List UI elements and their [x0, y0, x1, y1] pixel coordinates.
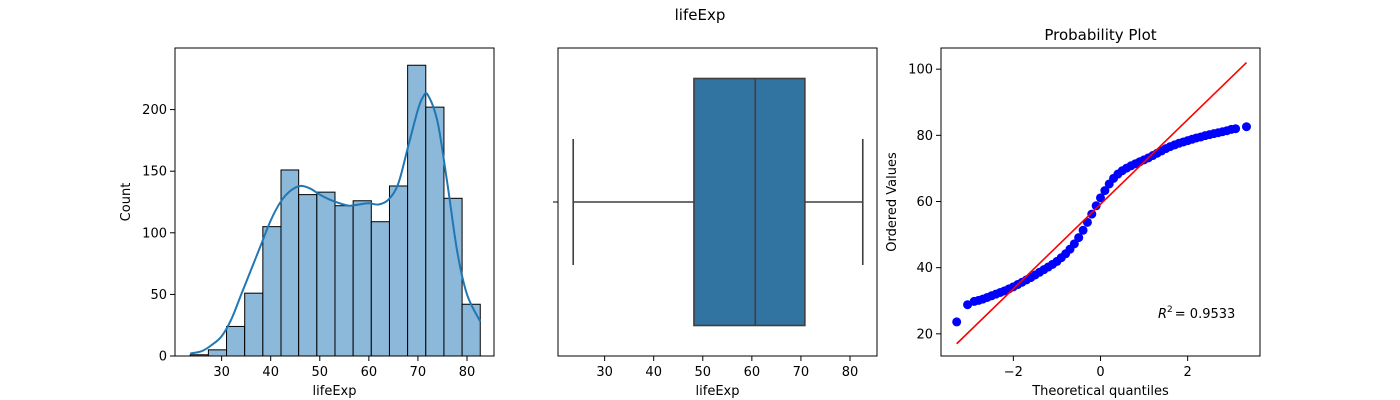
probability-y-tick-label: 40 — [916, 261, 933, 276]
boxplot-x-axis-label: lifeExp — [696, 384, 740, 399]
probability-y-tick-label: 60 — [916, 195, 933, 210]
histogram-panel: 30 40 50 60 70 80 0 50 100 150 200 lifeExp Count — [119, 47, 495, 399]
probability-plot-panel: Probability Plot −2 0 2 20 40 60 80 100 Theore… — [885, 26, 1261, 399]
probability-point — [1241, 122, 1251, 132]
boxplot-x-ticks: 30 40 50 60 70 80 — [596, 356, 858, 380]
probability-x-ticks: −2 0 2 — [1004, 356, 1192, 380]
probability-point — [1096, 193, 1105, 203]
histogram-y-axis-label: Count — [119, 183, 134, 222]
histogram-x-tick-label: 70 — [410, 365, 427, 380]
r-squared-symbol: R — [1158, 307, 1167, 322]
probability-y-tick-label: 100 — [908, 63, 933, 78]
histogram-bar — [316, 191, 336, 357]
probability-points — [952, 122, 1251, 327]
histogram-y-tick-label: 100 — [142, 226, 167, 241]
histogram-y-tick-label: 0 — [159, 350, 167, 365]
histogram-x-ticks: 30 40 50 60 70 80 — [213, 356, 475, 380]
probability-point — [1078, 225, 1088, 235]
histogram-x-tick-label: 30 — [213, 365, 230, 380]
histogram-x-tick-label: 40 — [262, 365, 279, 380]
kde-curve — [190, 92, 482, 355]
probability-x-tick-label: 2 — [1184, 365, 1192, 380]
histogram-x-axis-label: lifeExp — [313, 384, 357, 399]
histogram-bar — [461, 303, 481, 357]
histogram-bar — [262, 226, 282, 357]
histogram-y-tick-label: 200 — [142, 103, 167, 118]
histogram-y-tick-label: 50 — [150, 288, 167, 303]
probability-x-tick-label: 0 — [1096, 365, 1104, 380]
histogram-x-tick-label: 50 — [312, 365, 329, 380]
probability-point — [1074, 233, 1084, 243]
histogram-bar — [226, 325, 246, 357]
probability-point — [952, 317, 962, 327]
boxplot-x-tick-label: 80 — [842, 365, 859, 380]
boxplot-marks — [572, 77, 864, 327]
probability-y-tick-label: 20 — [916, 327, 933, 342]
histogram-bar — [298, 194, 318, 357]
probability-y-tick-label: 80 — [916, 129, 933, 144]
histogram-bar — [207, 349, 228, 357]
histogram-bar — [407, 64, 427, 357]
boxplot-x-tick-label: 30 — [596, 365, 613, 380]
histogram-y-tick-label: 150 — [142, 165, 167, 180]
probability-point — [1231, 124, 1241, 134]
probability-point — [1091, 201, 1101, 211]
histogram-x-tick-label: 80 — [459, 365, 476, 380]
probability-point — [1069, 239, 1079, 249]
boxplot-x-tick-label: 40 — [645, 365, 662, 380]
probability-point — [1100, 186, 1110, 196]
histogram-bar — [370, 221, 390, 357]
probability-y-axis-label: Ordered Values — [885, 152, 900, 252]
boxplot-panel: 30 40 50 60 70 80 lifeExp — [553, 47, 878, 399]
histogram-bars — [189, 64, 481, 357]
probability-y-ticks: 20 40 60 80 100 — [908, 63, 941, 342]
probability-x-tick-label: −2 — [1004, 365, 1023, 380]
boxplot-box — [693, 77, 806, 327]
histogram-y-ticks: 0 50 100 150 200 — [142, 103, 175, 365]
boxplot-x-tick-label: 60 — [744, 365, 761, 380]
histogram-bar — [388, 185, 409, 357]
probability-fit-line — [956, 61, 1248, 345]
histogram-x-tick-label: 60 — [361, 365, 378, 380]
boxplot-x-tick-label: 70 — [793, 365, 810, 380]
r-squared-value: = 0.9533 — [1175, 307, 1236, 322]
histogram-bar — [352, 200, 372, 357]
probability-point — [1087, 209, 1097, 219]
probability-plot-title: Probability Plot — [1044, 26, 1156, 44]
figure-title: lifeExp — [675, 6, 726, 24]
boxplot-x-tick-label: 50 — [695, 365, 712, 380]
histogram-axes-frame — [174, 47, 495, 357]
histogram-bar — [244, 292, 264, 357]
r-squared-annotation: R2 = 0.9533 — [1158, 305, 1235, 322]
histogram-bar — [334, 205, 354, 357]
r-squared-superscript: 2 — [1167, 305, 1173, 315]
probability-x-axis-label: Theoretical quantiles — [1031, 384, 1169, 399]
